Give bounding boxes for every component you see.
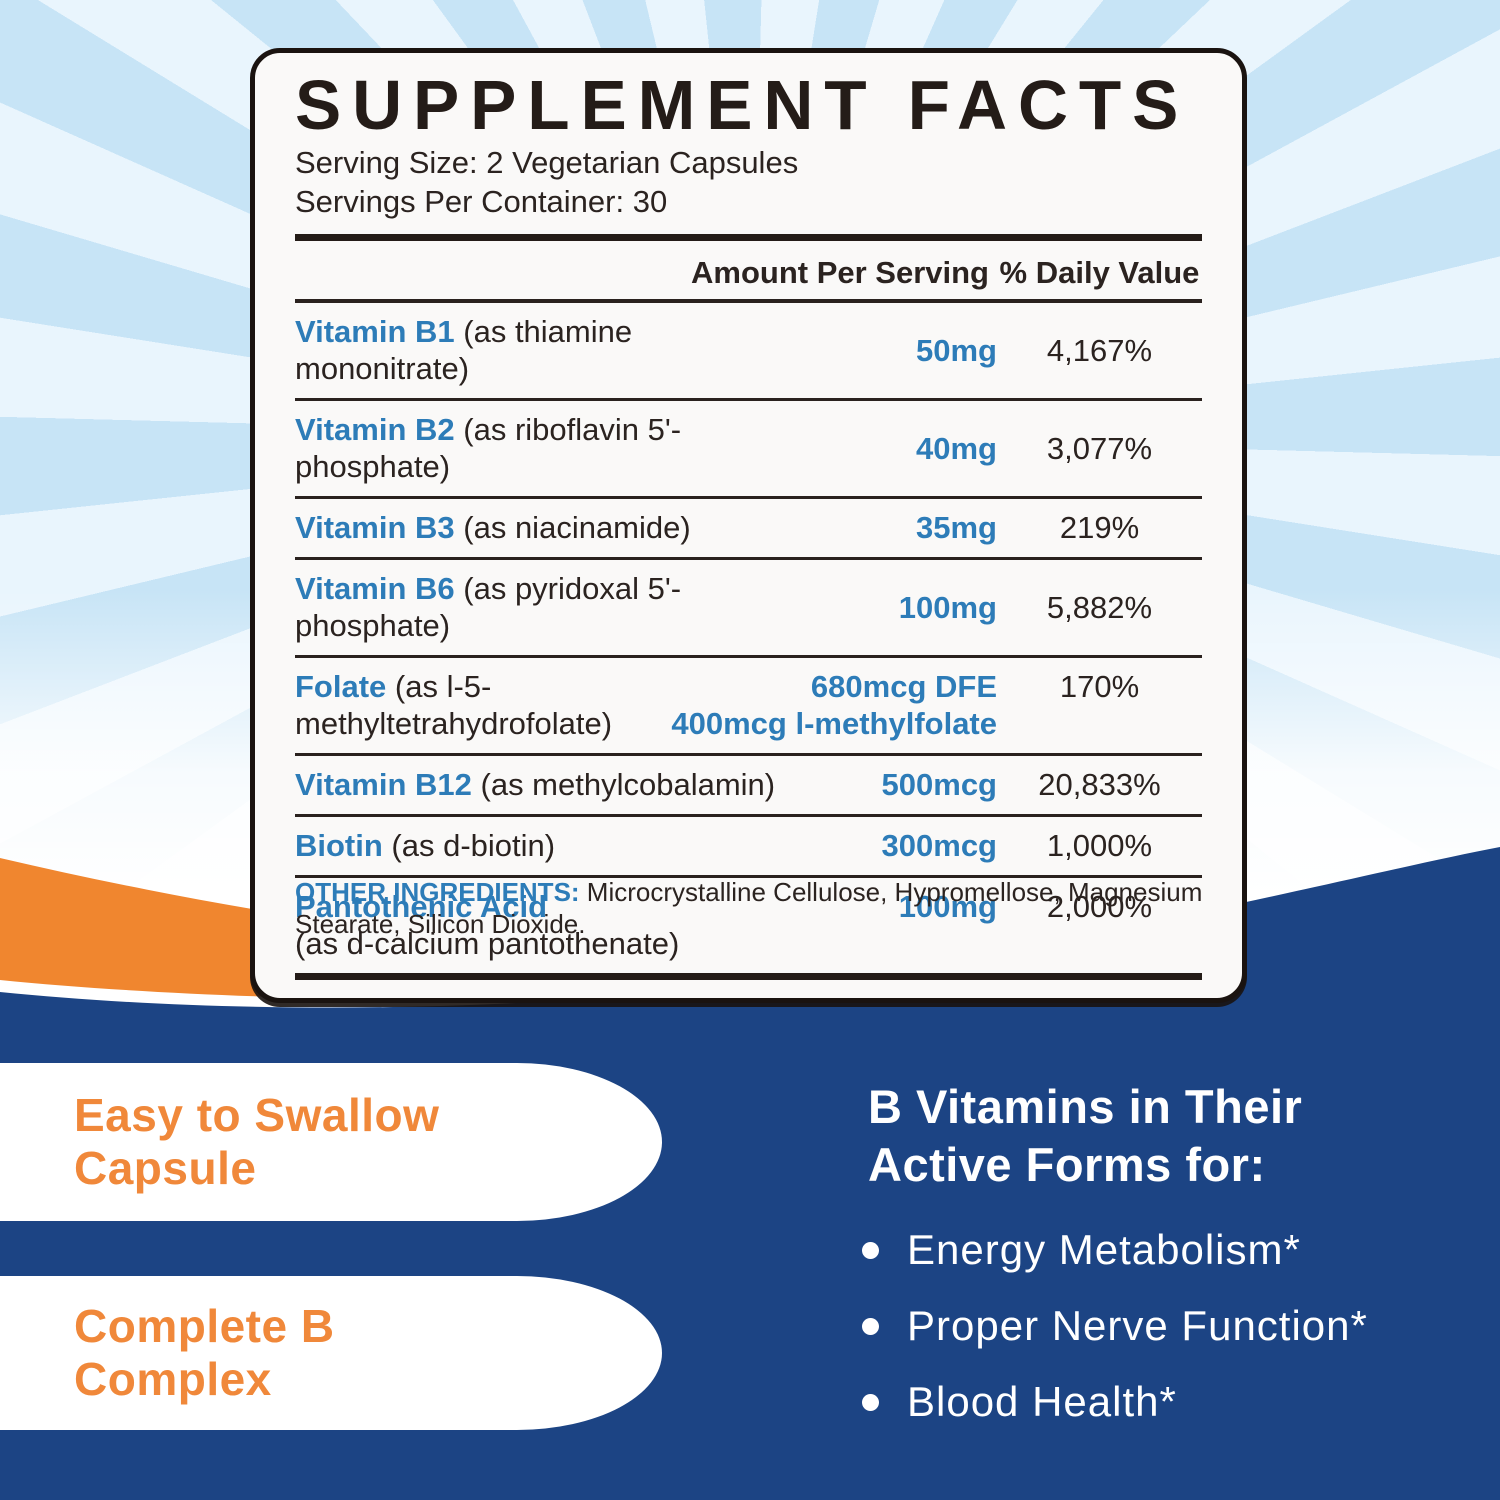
table-row: Vitamin B6 (as pyridoxal 5'-phosphate) 1… (295, 557, 1202, 655)
bullet-icon (862, 1393, 879, 1411)
amount-text: 35mg (916, 510, 997, 545)
badge-complete-b-complex: Complete B Complex (0, 1276, 662, 1430)
nutrient-bold: Folate (295, 669, 387, 704)
header-rule (295, 234, 1202, 241)
nutrient-bold: Vitamin B12 (295, 767, 472, 802)
badge-line: Easy to Swallow (74, 1089, 440, 1141)
table-header: Amount Per Serving % Daily Value (295, 241, 1202, 303)
other-ingredients-text: Microcrystalline Cellulose, Hypromellose… (295, 877, 1203, 939)
amount-text: 300mcg (881, 828, 997, 863)
amount-text: 40mg (916, 430, 997, 466)
amount-text: 680mcg DFE (810, 669, 997, 704)
amount-value: 500mcg (802, 766, 997, 803)
facts-title: SUPPLEMENT FACTS (295, 66, 1190, 144)
amount-value: 40mg (802, 430, 997, 467)
benefits-list: Energy Metabolism* Proper Nerve Function… (862, 1224, 1368, 1452)
daily-value: 20,833% (1038, 767, 1161, 802)
benefit-item: Blood Health* (862, 1376, 1368, 1428)
nutrient-name: Pantothenic Acid (as d-calcium pantothena… (295, 888, 802, 962)
nutrient-name: Vitamin B6 (as pyridoxal 5'-phosphate) (295, 570, 802, 644)
nutrient-bold: Vitamin B6 (295, 571, 455, 606)
table-row: Vitamin B2 (as riboflavin 5'-phosphate) … (295, 398, 1202, 496)
nutrient-name: Folate (as l-5-methyltetrahydrofolate) (295, 668, 802, 742)
badge-easy-to-swallow: Easy to Swallow Capsule (0, 1063, 662, 1221)
bottom-rule (295, 973, 1202, 980)
nutrient-name: Vitamin B12 (as methylcobalamin) (295, 766, 802, 803)
other-ingredients: OTHER INGREDIENTS: Microcrystalline Cell… (295, 876, 1215, 940)
benefit-item: Proper Nerve Function* (862, 1300, 1368, 1352)
header-amount-per-serving: Amount Per Serving (691, 255, 989, 290)
badge-line: Complete B (74, 1300, 335, 1352)
nutrient-name: Biotin (as d-biotin) (295, 827, 802, 864)
nutrient-name: Vitamin B1 (as thiamine mononitrate) (295, 313, 802, 387)
nutrient-name: Vitamin B3 (as niacinamide) (295, 509, 802, 546)
table-row: Vitamin B12 (as methylcobalamin) 500mcg … (295, 753, 1202, 814)
badge-line: Complex (74, 1353, 272, 1405)
amount-value: 100mg (802, 589, 997, 626)
daily-value: 170% (1059, 669, 1140, 704)
header-daily-value: % Daily Value (999, 255, 1200, 290)
amount-text: 100mg (898, 589, 997, 625)
nutrient-form: (as l-5-methyltetrahydrofolate) (295, 669, 613, 741)
table-row-pantothenic: Pantothenic Acid (as d-calcium pantothena… (295, 875, 1202, 973)
serving-size: Serving Size: 2 Vegetarian Capsules (295, 145, 799, 180)
amount-value: 100mg (802, 888, 997, 925)
nutrient-form: (as d-biotin) (382, 828, 556, 863)
amount-text: 500mcg (881, 767, 997, 802)
badge-line: Capsule (74, 1142, 257, 1194)
nutrient-form: (as d-calcium pantothenate) (295, 926, 680, 961)
nutrient-form: (as riboflavin 5'-phosphate) (295, 412, 682, 484)
daily-value: 3,077% (1046, 430, 1153, 466)
daily-value: 5,882% (1046, 589, 1153, 625)
benefit-text: Proper Nerve Function* (907, 1302, 1368, 1349)
benefit-item: Energy Metabolism* (862, 1224, 1368, 1276)
benefit-text: Blood Health* (907, 1378, 1177, 1425)
daily-value: 4,167% (1046, 332, 1153, 368)
amount-value: 300mcg (802, 827, 997, 864)
daily-value: 1,000% (1046, 828, 1153, 863)
table-row-folate: Folate (as l-5-methyltetrahydrofolate) 6… (295, 655, 1202, 753)
nutrient-bold: Vitamin B3 (295, 510, 455, 545)
table-row: Vitamin B3 (as niacinamide) 35mg 219% (295, 496, 1202, 557)
amount-value: 35mg (802, 509, 997, 546)
amount-text-line2: 400mcg l-methylfolate (671, 706, 997, 741)
nutrient-name: Vitamin B2 (as riboflavin 5'-phosphate) (295, 411, 802, 485)
amount-value: 50mg (802, 332, 997, 369)
supplement-facts-card: SUPPLEMENT FACTS Serving Size: 2 Vegetar… (250, 48, 1247, 1003)
table-row: Biotin (as d-biotin) 300mcg 1,000% (295, 814, 1202, 875)
daily-value: 219% (1059, 510, 1140, 545)
nutrient-bold: Biotin (295, 828, 383, 863)
nutrient-bold: Vitamin B2 (295, 412, 455, 447)
benefits-heading-line1: B Vitamins in Their (868, 1080, 1303, 1133)
benefit-text: Energy Metabolism* (907, 1226, 1301, 1273)
benefits-heading: B Vitamins in Their Active Forms for: (868, 1078, 1302, 1194)
benefits-heading-line2: Active Forms for: (868, 1138, 1266, 1191)
servings-per-container: Servings Per Container: 30 (295, 184, 668, 219)
other-ingredients-label: OTHER INGREDIENTS: (295, 877, 580, 907)
bullet-icon (862, 1241, 879, 1259)
nutrient-form: (as methylcobalamin) (471, 767, 776, 802)
amount-text: 100mg (898, 889, 997, 924)
nutrient-bold: Pantothenic Acid (295, 889, 548, 924)
daily-value: 2,000% (1046, 889, 1153, 924)
nutrient-form: (as niacinamide) (454, 510, 691, 545)
amount-value: 680mcg DFE 400mcg l-methylfolate (671, 668, 997, 742)
nutrient-form: (as pyridoxal 5'-phosphate) (295, 571, 682, 643)
nutrient-form: (as thiamine mononitrate) (295, 314, 633, 386)
bullet-icon (862, 1317, 879, 1335)
table-row: Vitamin B1 (as thiamine mononitrate) 50m… (295, 303, 1202, 398)
nutrient-bold: Vitamin B1 (295, 314, 455, 349)
amount-text: 50mg (916, 332, 997, 368)
